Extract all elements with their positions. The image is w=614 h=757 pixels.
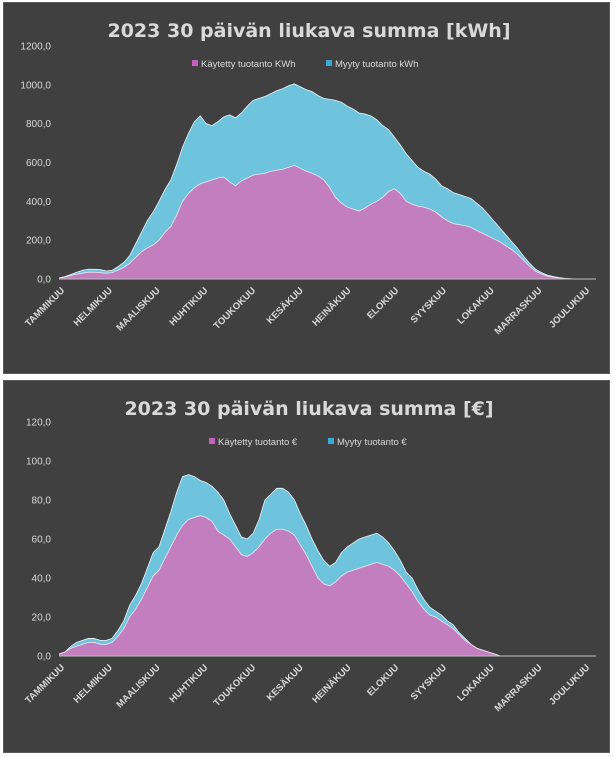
y-tick-label: 0,0	[37, 652, 51, 663]
y-axis: 0,0 200,0 400,0 600,0 800,0 1000,0 1200,0	[20, 42, 51, 286]
chart-panel-eur: 2023 30 päivän liukava summa [€] Käytett…	[3, 380, 610, 753]
x-tick-label: TAMMIKUU	[23, 662, 67, 706]
x-axis: TAMMIKUU HELMIKUU MAALISKUU HUHTIKUU TOUKOKU…	[23, 285, 592, 337]
y-tick-label: 0,0	[37, 275, 51, 286]
x-tick-label: HELMIKUU	[72, 662, 115, 705]
legend: Käytetty tuotanto € Myyty tuotanto €	[209, 437, 407, 448]
x-tick-label: HUHTIKUU	[167, 285, 210, 328]
x-tick-label: ELOKUU	[365, 285, 401, 321]
plot-area	[58, 83, 596, 280]
legend-label-used: Käytetty tuotanto €	[218, 437, 298, 448]
legend-swatch-used	[192, 60, 198, 66]
x-tick-label: LOKAKUU	[455, 662, 496, 703]
y-tick-label: 40,0	[32, 574, 52, 585]
y-tick-label: 800,0	[26, 119, 51, 130]
area-series-sold	[59, 83, 577, 279]
plot-area	[58, 474, 596, 657]
chart-panel-kwh: 2023 30 päivän liukava summa [kWh] Käyte…	[3, 2, 610, 374]
y-tick-label: 60,0	[32, 535, 52, 546]
chart-title: 2023 30 päivän liukava summa [€]	[124, 398, 493, 420]
legend-swatch-used	[209, 438, 215, 444]
area-series-used	[59, 165, 577, 279]
y-tick-label: 1000,0	[20, 80, 51, 91]
area-series-used	[59, 515, 577, 656]
series-sold-edge	[58, 83, 577, 280]
x-tick-label: MAALISKUU	[115, 285, 163, 333]
x-tick-label: HUHTIKUU	[167, 662, 210, 705]
y-tick-label: 120,0	[26, 418, 51, 429]
y-tick-label: 80,0	[32, 496, 52, 507]
y-tick-label: 600,0	[26, 158, 51, 169]
x-tick-label: MARRASKUU	[493, 662, 545, 714]
legend-swatch-sold	[328, 438, 334, 444]
y-tick-label: 400,0	[26, 197, 51, 208]
y-tick-label: 20,0	[32, 613, 52, 624]
x-tick-label: SYYSKUU	[409, 285, 449, 325]
x-tick-label: LOKAKUU	[455, 285, 496, 326]
x-tick-label: TOUKOKUU	[212, 662, 259, 709]
y-tick-label: 100,0	[26, 457, 51, 468]
x-axis: TAMMIKUU HELMIKUU MAALISKUU HUHTIKUU TOUKOKU…	[23, 662, 592, 714]
y-tick-label: 1200,0	[20, 42, 51, 53]
legend-label-sold: Myyty tuotanto kWh	[335, 59, 418, 70]
area-series-sold	[59, 474, 577, 656]
chart-kwh: 2023 30 päivän liukava summa [kWh] Käyte…	[20, 20, 596, 337]
x-tick-label: SYYSKUU	[409, 662, 449, 702]
x-tick-label: HEINÄKUU	[310, 285, 353, 328]
y-tick-label: 200,0	[26, 236, 51, 247]
x-tick-label: KESÄKUU	[265, 285, 306, 326]
chart-eur: 2023 30 päivän liukava summa [€] Käytett…	[23, 398, 596, 714]
legend-swatch-sold	[326, 60, 332, 66]
x-tick-label: TAMMIKUU	[23, 285, 67, 329]
x-tick-label: MARRASKUU	[493, 285, 545, 337]
x-tick-label: KESÄKUU	[265, 662, 306, 703]
legend-label-used: Käytetty tuotanto KWh	[201, 59, 296, 70]
series-used-edge	[58, 515, 577, 657]
y-axis: 0,0 20,0 40,0 60,0 80,0 100,0 120,0	[26, 418, 51, 663]
x-tick-label: TOUKOKUU	[212, 285, 259, 332]
legend: Käytetty tuotanto KWh Myyty tuotanto kWh	[192, 59, 418, 70]
x-tick-label: HEINÄKUU	[310, 662, 353, 705]
series-used-edge	[58, 164, 577, 280]
x-tick-label: HELMIKUU	[72, 285, 115, 328]
x-tick-label: MAALISKUU	[115, 662, 163, 710]
x-tick-label: JOULUKUU	[547, 285, 592, 330]
legend-label-sold: Myyty tuotanto €	[337, 437, 407, 448]
x-tick-label: ELOKUU	[365, 662, 401, 698]
x-tick-label: JOULUKUU	[547, 662, 592, 707]
chart-title: 2023 30 päivän liukava summa [kWh]	[107, 20, 510, 42]
